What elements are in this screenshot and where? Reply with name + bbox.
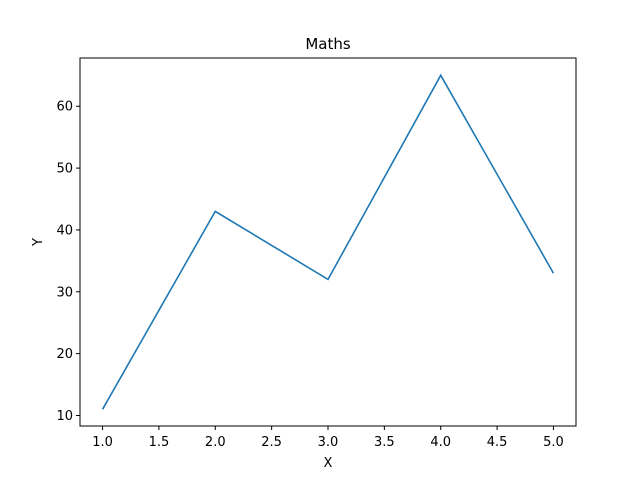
- series-line: [101, 73, 555, 410]
- y-axis-label: Y: [31, 238, 46, 247]
- x-tick-label: 1.5: [149, 435, 170, 450]
- chart-title: Maths: [305, 35, 351, 53]
- y-tick-label: 40: [56, 223, 73, 238]
- x-tick-label: 4.0: [430, 435, 451, 450]
- x-tick-label: 3.5: [374, 435, 395, 450]
- x-tick-label: 5.0: [543, 435, 564, 450]
- x-tick-label: 4.5: [487, 435, 508, 450]
- x-axis-label: X: [324, 456, 333, 471]
- y-tick-label: 10: [56, 409, 73, 424]
- x-tick-label: 3.0: [318, 435, 339, 450]
- y-tick-label: 60: [56, 100, 73, 115]
- y-tick-label: 50: [56, 162, 73, 177]
- y-tick-label: 30: [56, 285, 73, 300]
- x-tick-label: 2.0: [205, 435, 226, 450]
- y-tick-label: 20: [56, 347, 73, 362]
- plot-area: [101, 73, 555, 410]
- x-tick-label: 1.0: [92, 435, 113, 450]
- x-tick-label: 2.5: [261, 435, 282, 450]
